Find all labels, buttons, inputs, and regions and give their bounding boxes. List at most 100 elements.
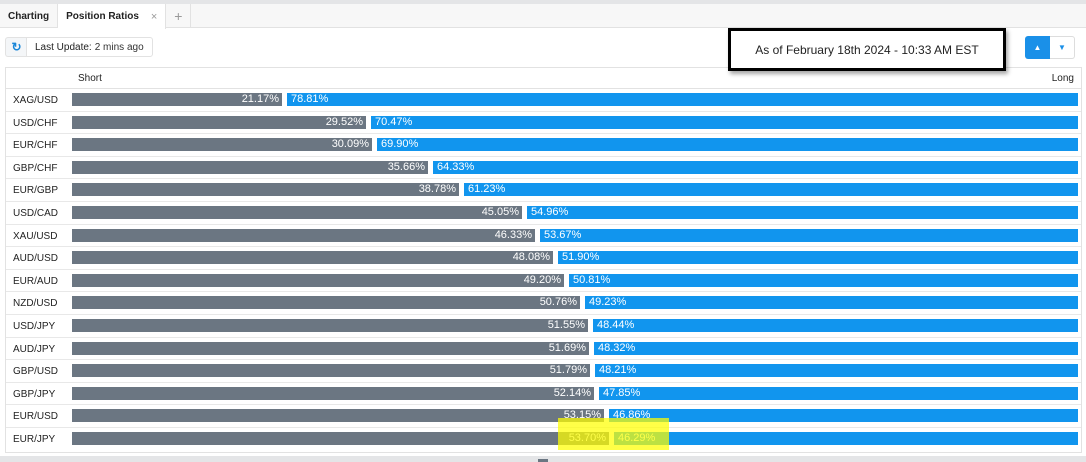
long-bar: 70.47% bbox=[371, 115, 1078, 129]
symbol: EUR/JPY bbox=[13, 433, 56, 445]
symbol: USD/JPY bbox=[13, 320, 56, 332]
long-percent: 49.23% bbox=[589, 296, 627, 309]
table-row[interactable]: AUD/JPY 51.69% 48.32% bbox=[6, 338, 1081, 361]
table-row[interactable]: EUR/GBP 38.78% 61.23% bbox=[6, 179, 1081, 202]
last-update-label: Last Update: bbox=[35, 41, 92, 53]
table-row[interactable]: USD/CAD 45.05% 54.96% bbox=[6, 202, 1081, 225]
tab-position-ratios[interactable]: Position Ratios × bbox=[58, 4, 167, 29]
table-row[interactable]: NZD/USD 50.76% 49.23% bbox=[6, 292, 1081, 315]
short-header: Short bbox=[78, 73, 102, 84]
short-bar: 53.15% bbox=[72, 409, 604, 423]
short-bar: 51.55% bbox=[72, 318, 588, 332]
long-percent: 46.29% bbox=[618, 431, 656, 444]
long-bar: 78.81% bbox=[287, 93, 1078, 106]
short-bar: 51.79% bbox=[72, 364, 590, 378]
table-row[interactable]: XAU/USD 46.33% 53.67% bbox=[6, 225, 1081, 248]
table-header: Short Long bbox=[6, 68, 1081, 89]
short-bar: 45.05% bbox=[72, 205, 522, 219]
short-bar: 35.66% bbox=[72, 160, 428, 174]
timestamp-annotation: As of February 18th 2024 - 10:33 AM EST bbox=[728, 28, 1006, 71]
table-row[interactable]: AUD/USD 48.08% 51.90% bbox=[6, 247, 1081, 270]
long-percent: 54.96% bbox=[531, 205, 569, 218]
long-bar: 64.33% bbox=[433, 160, 1078, 174]
short-percent: 53.70% bbox=[568, 431, 606, 444]
table-row[interactable]: USD/CHF 29.52% 70.47% bbox=[6, 112, 1081, 135]
long-percent: 47.85% bbox=[603, 386, 641, 399]
add-tab-button[interactable]: + bbox=[166, 4, 192, 28]
last-update-value: 2 mins ago bbox=[94, 41, 144, 53]
short-bar: 49.20% bbox=[72, 273, 564, 287]
symbol: USD/CAD bbox=[13, 207, 59, 219]
short-percent: 49.20% bbox=[523, 273, 561, 286]
refresh-button[interactable]: ↻ bbox=[5, 37, 27, 57]
short-percent: 35.66% bbox=[387, 160, 425, 173]
symbol: AUD/JPY bbox=[13, 343, 56, 355]
sort-down-button[interactable]: ▼ bbox=[1050, 36, 1075, 59]
table-row[interactable]: GBP/USD 51.79% 48.21% bbox=[6, 360, 1081, 383]
symbol: GBP/CHF bbox=[13, 162, 58, 174]
caret-up-icon: ▲ bbox=[1033, 43, 1042, 52]
short-bar: 29.52% bbox=[72, 115, 366, 129]
short-percent: 51.55% bbox=[547, 318, 585, 331]
short-bar: 52.14% bbox=[72, 386, 594, 400]
short-percent: 29.52% bbox=[325, 115, 363, 128]
short-percent: 21.17% bbox=[241, 93, 279, 105]
tab-label: Position Ratios bbox=[66, 11, 139, 22]
symbol: XAU/USD bbox=[13, 230, 58, 242]
long-percent: 48.44% bbox=[597, 318, 635, 331]
long-percent: 70.47% bbox=[375, 115, 413, 128]
short-percent: 52.14% bbox=[553, 386, 591, 399]
sort-up-button[interactable]: ▲ bbox=[1025, 36, 1050, 59]
short-percent: 30.09% bbox=[331, 138, 369, 151]
long-bar: 51.90% bbox=[558, 251, 1078, 265]
tab-charting[interactable]: Charting bbox=[0, 4, 59, 28]
table-row[interactable]: USD/JPY 51.55% 48.44% bbox=[6, 315, 1081, 338]
table-row[interactable]: XAG/USD 21.17% 78.81% bbox=[6, 89, 1081, 112]
symbol: AUD/USD bbox=[13, 253, 59, 265]
long-bar: 50.81% bbox=[569, 273, 1078, 287]
top-strip bbox=[0, 0, 1086, 4]
position-ratios-table: Short Long XAG/USD 21.17% 78.81% USD/CHF … bbox=[5, 67, 1082, 453]
symbol: GBP/USD bbox=[13, 366, 59, 378]
long-bar: 46.86% bbox=[609, 409, 1078, 423]
refresh-icon: ↻ bbox=[11, 40, 22, 54]
close-icon[interactable]: × bbox=[150, 10, 158, 23]
caret-down-icon: ▼ bbox=[1058, 43, 1066, 52]
long-bar: 46.29% bbox=[614, 431, 1078, 445]
short-bar: 51.69% bbox=[72, 341, 589, 355]
tab-label: Charting bbox=[8, 10, 50, 22]
long-bar: 47.85% bbox=[599, 386, 1078, 400]
short-bar: 21.17% bbox=[72, 93, 282, 106]
symbol: USD/CHF bbox=[13, 117, 58, 129]
symbol: EUR/CHF bbox=[13, 140, 58, 152]
table-row[interactable]: EUR/AUD 49.20% 50.81% bbox=[6, 270, 1081, 293]
long-percent: 48.21% bbox=[599, 364, 637, 377]
long-bar: 48.32% bbox=[594, 341, 1078, 355]
long-bar: 53.67% bbox=[540, 228, 1078, 242]
table-row[interactable]: GBP/CHF 35.66% 64.33% bbox=[6, 157, 1081, 180]
short-percent: 51.69% bbox=[548, 341, 586, 354]
sort-buttons: ▲ ▼ bbox=[1025, 36, 1075, 59]
table-row[interactable]: EUR/JPY 53.70% 46.29% bbox=[6, 428, 1081, 451]
short-percent: 48.08% bbox=[512, 251, 550, 264]
long-percent: 50.81% bbox=[573, 273, 611, 286]
long-percent: 69.90% bbox=[381, 138, 419, 151]
short-percent: 51.79% bbox=[549, 364, 587, 377]
last-update: Last Update: 2 mins ago bbox=[26, 37, 153, 57]
table-row[interactable]: GBP/JPY 52.14% 47.85% bbox=[6, 383, 1081, 406]
long-percent: 46.86% bbox=[613, 409, 651, 422]
short-percent: 38.78% bbox=[418, 183, 456, 196]
long-percent: 53.67% bbox=[544, 228, 582, 241]
short-percent: 53.15% bbox=[563, 409, 601, 422]
short-bar: 38.78% bbox=[72, 183, 459, 197]
resize-handle[interactable] bbox=[538, 459, 548, 462]
short-bar: 46.33% bbox=[72, 228, 535, 242]
tab-bar: Charting Position Ratios × + bbox=[0, 4, 1086, 29]
short-percent: 50.76% bbox=[539, 296, 577, 309]
short-percent: 45.05% bbox=[481, 205, 519, 218]
symbol: EUR/USD bbox=[13, 411, 59, 423]
symbol: GBP/JPY bbox=[13, 388, 56, 400]
long-bar: 61.23% bbox=[464, 183, 1078, 197]
table-row[interactable]: EUR/CHF 30.09% 69.90% bbox=[6, 134, 1081, 157]
table-row[interactable]: EUR/USD 53.15% 46.86% bbox=[6, 405, 1081, 428]
